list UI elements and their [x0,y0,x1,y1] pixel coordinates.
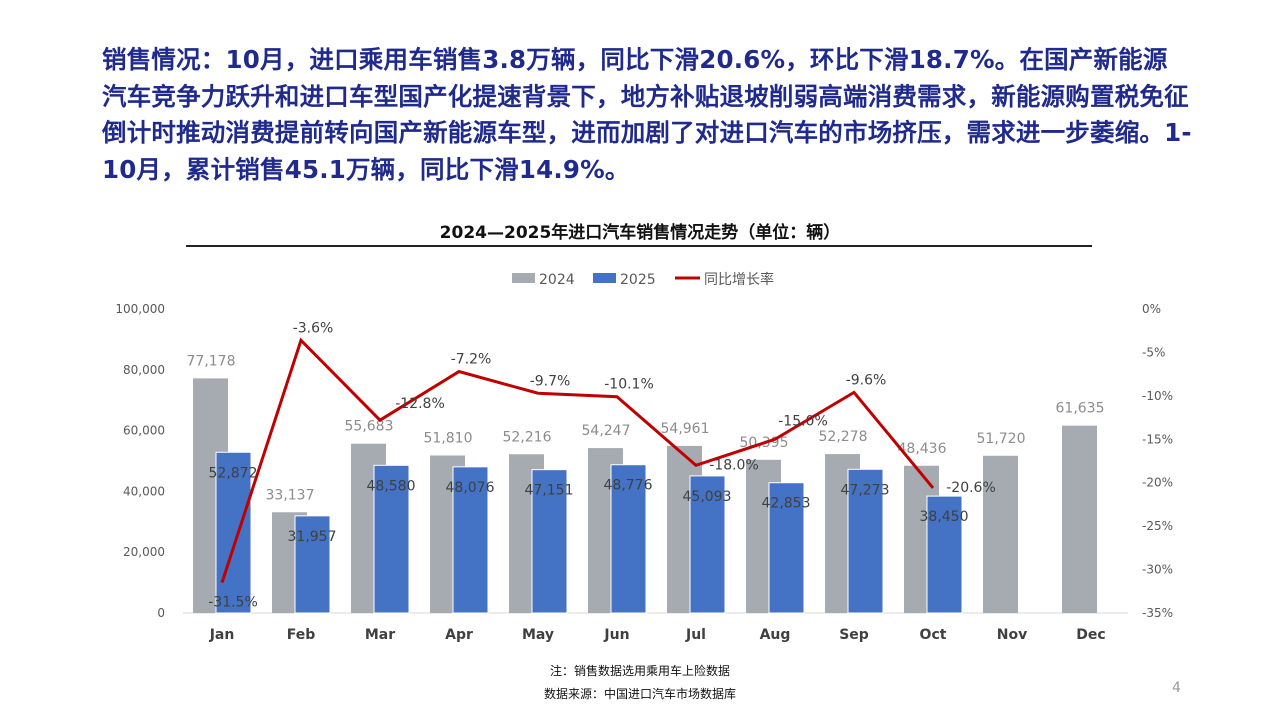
data-label-2024: 51,810 [424,430,473,446]
data-label-2025: 31,957 [288,529,337,545]
data-label-2024: 55,683 [345,419,394,435]
x-axis-label: Dec [1076,627,1105,643]
data-label-2024: 48,436 [898,441,947,457]
right-axis-tick: -10% [1142,389,1173,403]
headline-text: 销售情况：10月，进口乘用车销售3.8万辆，同比下滑20.6%，环比下滑18.7… [102,45,1192,184]
growth-rate-label: -31.5% [208,595,258,611]
growth-rate-label: -7.2% [451,352,492,368]
x-axis-label: Jun [603,627,629,643]
x-axis-label: Sep [839,627,869,643]
data-label-2025: 48,076 [446,480,495,496]
right-axis-tick: -5% [1142,345,1165,359]
data-label-2024: 52,278 [819,429,868,445]
x-axis-label: Jan [209,627,235,643]
left-axis-tick: 60,000 [123,424,165,438]
data-label-2024: 61,635 [1056,401,1105,417]
x-axis-label: Oct [920,627,947,643]
legend-swatch-2025 [593,273,616,283]
x-axis-label: Jul [685,627,706,643]
bar-2025 [452,466,489,614]
data-label-2024: 54,247 [582,423,631,439]
legend-label: 2025 [620,272,656,288]
chart-note: 注：销售数据选用乘用车上险数据 [549,664,730,678]
growth-rate-label: -9.7% [530,373,571,389]
bar-2025 [294,515,331,614]
right-axis-tick: -35% [1142,606,1173,620]
chart-title: 2024—2025年进口汽车销售情况走势（单位：辆） [439,223,841,243]
x-axis-label: May [522,627,554,643]
data-label-2025: 42,853 [762,496,811,512]
bar-2025 [531,469,568,614]
x-axis-label: Feb [287,627,316,643]
growth-rate-label: -20.6% [946,480,996,496]
left-axis-tick: 40,000 [123,484,165,498]
growth-rate-label: -15.0% [778,413,828,429]
left-axis-tick: 0 [157,606,165,620]
bar-2025 [689,475,726,614]
data-label-2025: 47,151 [525,483,574,499]
x-axis-label: Mar [365,627,395,643]
title-rule [186,245,1092,247]
bar-2025 [610,464,647,614]
data-label-2024: 33,137 [266,487,315,503]
bar-2025 [373,464,410,614]
growth-rate-label: -18.0% [709,457,759,473]
right-axis-tick: -15% [1142,432,1173,446]
growth-rate-label: -12.8% [395,396,445,412]
left-axis-tick: 20,000 [123,545,165,559]
data-label-2024: 52,216 [503,429,552,445]
x-axis-label: Aug [760,627,791,643]
growth-rate-line [220,337,935,584]
data-label-2025: 52,872 [209,465,258,481]
bar-2025 [926,495,963,614]
data-label-2025: 48,580 [367,478,416,494]
data-label-2025: 48,776 [604,478,653,494]
left-axis-tick: 100,000 [115,302,165,316]
left-axis-tick: 80,000 [123,363,165,377]
growth-rate-label: -3.6% [293,320,334,336]
page-number: 4 [1172,680,1181,696]
data-label-2025: 38,450 [920,509,969,525]
bar-2024 [983,455,1018,613]
bar-2024 [1062,425,1097,613]
right-axis-tick: -25% [1142,519,1173,533]
data-label-2024: 51,720 [977,431,1026,447]
x-axis-label: Nov [997,627,1027,643]
data-label-2025: 47,273 [841,482,890,498]
chart-source: 数据来源：中国进口汽车市场数据库 [543,687,736,701]
bar-2025 [847,468,884,614]
growth-rate-label: -10.1% [604,377,654,393]
right-axis-tick: -30% [1142,563,1173,577]
legend-swatch-2024 [512,273,535,283]
data-label-2024: 77,178 [187,353,236,369]
legend-label: 同比增长率 [704,271,774,288]
bar-2025 [215,451,252,614]
right-axis-tick: 0% [1142,302,1161,316]
bar-2025 [768,482,805,614]
x-axis-label: Apr [445,627,473,643]
legend-label: 2024 [539,272,575,288]
growth-rate-label: -9.6% [846,372,887,388]
right-axis-tick: -20% [1142,476,1173,490]
data-label-2024: 54,961 [661,421,710,437]
data-label-2025: 45,093 [683,489,732,505]
